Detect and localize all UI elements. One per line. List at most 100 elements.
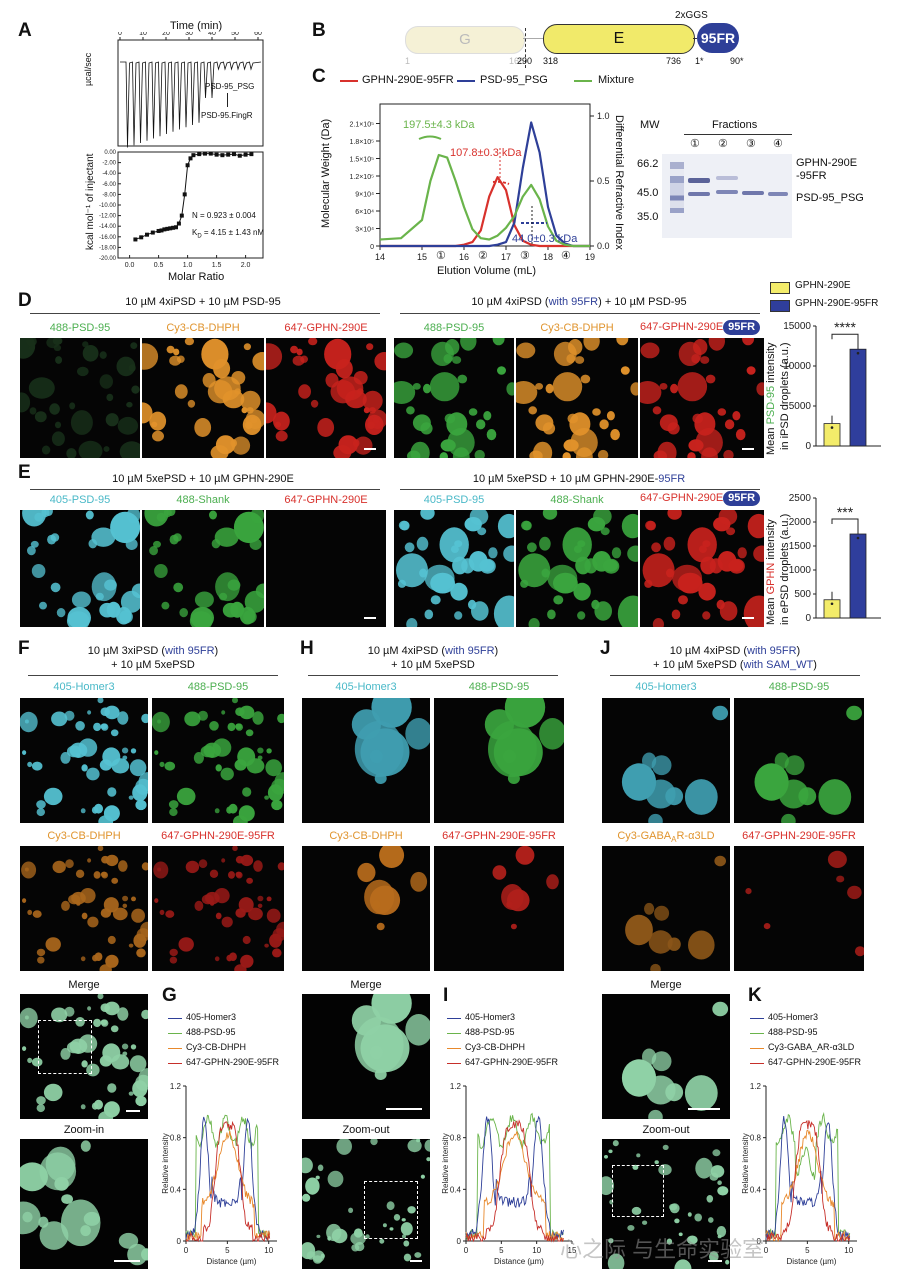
droplet: [212, 738, 232, 757]
droplet: [652, 618, 664, 627]
sec-xtick-label: 17: [501, 252, 511, 262]
droplet: [233, 815, 248, 823]
droplet: [611, 547, 622, 559]
droplet: [64, 1006, 75, 1017]
droplet: [78, 1034, 98, 1053]
droplet: [36, 1096, 46, 1105]
droplet: [87, 916, 99, 928]
itc-top-tick-label: 10: [139, 32, 147, 37]
j-img-cy3: [602, 846, 730, 971]
sec-xtick-label: 19: [585, 252, 595, 262]
droplet: [568, 339, 583, 355]
itc-bottom-xtick-label: 1.5: [212, 262, 222, 269]
droplet: [26, 338, 37, 347]
droplet: [350, 1232, 366, 1245]
droplet: [246, 758, 265, 774]
profile-ytick-label: 1.2: [450, 1082, 462, 1091]
scale-bar: [386, 1108, 422, 1110]
droplet: [308, 338, 318, 346]
j-img-zoom: [602, 1139, 730, 1269]
profile-blue-line: [465, 1115, 564, 1240]
droplet: [625, 914, 653, 946]
droplet: [226, 806, 233, 814]
droplet: [135, 799, 147, 811]
droplet: [128, 1091, 134, 1096]
droplet: [597, 449, 609, 458]
h-img-cy3: [302, 846, 430, 971]
droplet: [80, 808, 86, 814]
d-ch-psd95-l: 488-PSD-95: [49, 322, 111, 334]
droplet: [194, 418, 212, 437]
droplet: [241, 407, 248, 414]
droplet: [593, 510, 612, 526]
droplet: [426, 1157, 430, 1162]
droplet: [20, 711, 38, 733]
droplet: [724, 419, 735, 430]
droplet: [82, 341, 89, 348]
sec-ytick-label: 1.2×10⁵: [349, 174, 374, 181]
droplet: [354, 436, 373, 455]
g-legend: 405-Homer3 488-PSD-95 Cy3-CB-DHPH 647-GP…: [168, 1012, 293, 1072]
d-img-psd95-l: [20, 338, 140, 458]
scale-bar: [688, 1108, 720, 1110]
j-title-line: [610, 675, 860, 676]
e-img-488-l: [142, 510, 264, 627]
droplet: [277, 713, 284, 724]
droplet: [93, 1018, 102, 1028]
h-ch-cy3: Cy3-CB-DHPH: [329, 830, 403, 842]
f-img-merge: [20, 994, 148, 1119]
droplet: [65, 859, 74, 869]
droplet: [36, 1104, 45, 1113]
bar-ytick-label: 1000: [789, 565, 812, 576]
droplet: [238, 897, 254, 913]
droplet: [266, 748, 272, 754]
droplet: [194, 591, 214, 608]
droplet: [24, 867, 29, 872]
droplet: [700, 356, 710, 364]
itc-bottom-ytick-label: -10.00: [99, 203, 117, 209]
itc-point: [133, 237, 138, 242]
droplet: [452, 356, 462, 364]
droplet: [201, 894, 214, 905]
droplet: [178, 937, 194, 952]
droplet: [553, 595, 564, 605]
droplet: [369, 1045, 383, 1060]
droplet: [250, 510, 264, 524]
droplet: [243, 343, 251, 351]
droplet: [271, 799, 283, 811]
droplet: [651, 542, 661, 553]
gel-lane-4: ④: [773, 138, 783, 150]
droplet: [66, 1041, 82, 1054]
e-ch-647-r: 647-GPHN-290E 95FR: [640, 491, 765, 506]
e-ch-405-r: 405-PSD-95: [423, 494, 485, 506]
droplet: [52, 860, 66, 874]
droplet: [61, 900, 70, 911]
droplet: [398, 520, 410, 531]
droplet: [257, 895, 264, 902]
j-ch-cy3: Cy3-GABAAR-α3LD: [617, 830, 715, 845]
droplet: [176, 787, 196, 806]
sec-fraction-3: ③: [520, 250, 530, 262]
droplet: [37, 956, 45, 964]
droplet: [86, 767, 100, 781]
res-1-star: 1*: [695, 56, 704, 66]
droplet: [528, 618, 540, 627]
droplet: [54, 421, 62, 429]
droplet: [244, 590, 264, 613]
droplet: [569, 412, 591, 436]
droplet: [110, 1025, 119, 1033]
droplet: [694, 1213, 702, 1222]
droplet: [81, 764, 88, 772]
itc-bottom-xtick-label: 2.0: [241, 262, 251, 269]
droplet: [642, 1220, 648, 1225]
droplet: [201, 338, 229, 370]
h-img-merge: [302, 994, 430, 1119]
droplet: [43, 1083, 63, 1102]
scale-bar: [410, 1260, 422, 1262]
droplet: [717, 1234, 722, 1239]
droplet: [275, 421, 282, 428]
gel-band-1-upper: [688, 178, 710, 183]
f-ch-488: 488-PSD-95: [187, 681, 249, 693]
droplet: [292, 355, 305, 366]
droplet: [80, 1140, 91, 1152]
